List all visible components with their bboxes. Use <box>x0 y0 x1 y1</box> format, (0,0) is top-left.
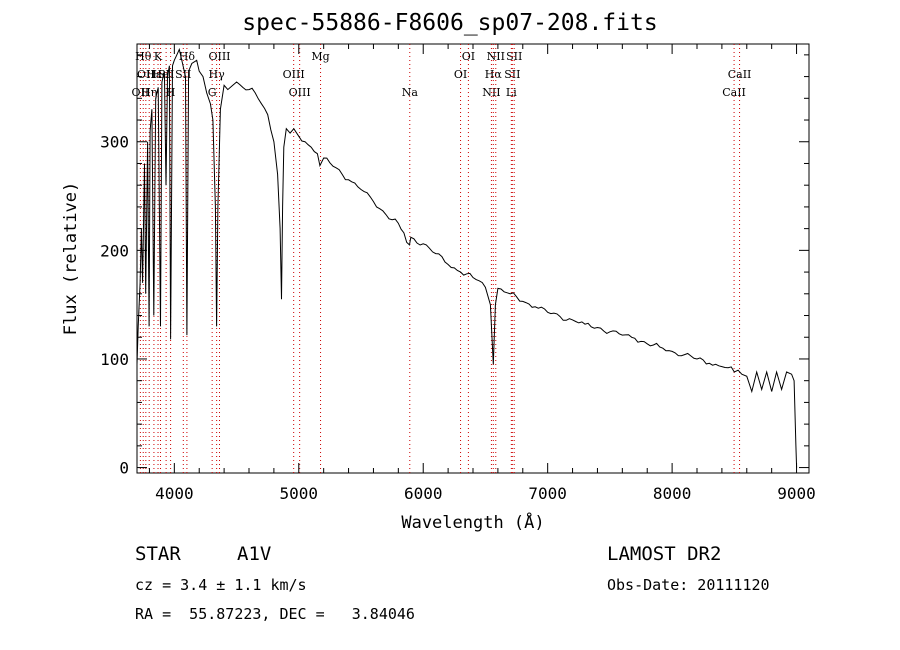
line-label: Hγ <box>209 68 226 81</box>
line-label: OI <box>454 68 467 81</box>
obs-date: Obs-Date: 20111120 <box>607 576 770 594</box>
x-tick-label: 7000 <box>528 484 567 503</box>
survey-name: LAMOST DR2 <box>607 543 722 565</box>
x-tick-label: 9000 <box>777 484 816 503</box>
x-tick-label: 6000 <box>404 484 443 503</box>
line-label: SII <box>506 50 522 63</box>
line-label: NII <box>482 86 500 99</box>
line-label: G <box>208 86 217 99</box>
line-label: OIII <box>283 68 305 81</box>
line-label: Hδ <box>179 50 196 63</box>
y-tick-label: 200 <box>100 241 129 260</box>
line-label: OII <box>137 68 155 81</box>
line-label: SII <box>158 68 174 81</box>
line-label: Hα <box>485 68 503 81</box>
redshift-text: cz = 3.4 ± 1.1 km/s <box>135 576 307 594</box>
x-tick-label: 4000 <box>155 484 194 503</box>
line-label: CaII <box>722 86 746 99</box>
line-label: OIII <box>289 86 311 99</box>
object-subclass: A1V <box>237 543 272 565</box>
x-tick-label: 5000 <box>280 484 319 503</box>
line-label: OI <box>462 50 475 63</box>
x-axis-label: Wavelength (Å) <box>401 511 544 533</box>
coordinates-text: RA = 55.87223, DEC = 3.84046 <box>135 605 415 623</box>
y-tick-label: 0 <box>119 459 129 478</box>
line-label: OIII <box>208 50 230 63</box>
plot-frame <box>136 43 810 474</box>
spectrum-line <box>136 47 798 468</box>
line-label: CaII <box>728 68 752 81</box>
line-label: Hε <box>146 68 162 81</box>
line-label: SII <box>504 68 520 81</box>
line-label: H <box>166 86 176 99</box>
line-label: Li <box>506 86 517 99</box>
line-label: K <box>154 50 163 63</box>
y-tick-label: 300 <box>100 133 129 152</box>
line-label: SII <box>175 68 191 81</box>
line-label: Na <box>402 86 419 99</box>
y-axis-label: Flux (relative) <box>61 182 81 336</box>
line-label: Hη <box>141 86 157 99</box>
y-tick-label: 100 <box>100 350 129 369</box>
line-label: Hθ <box>135 50 152 63</box>
line-label: Mg <box>311 50 329 63</box>
object-class: STAR <box>135 543 181 565</box>
line-label: OII <box>132 86 150 99</box>
line-label: NII <box>487 50 505 63</box>
chart-title: spec-55886-F8606_sp07-208.fits <box>242 10 658 36</box>
x-tick-label: 8000 <box>653 484 692 503</box>
